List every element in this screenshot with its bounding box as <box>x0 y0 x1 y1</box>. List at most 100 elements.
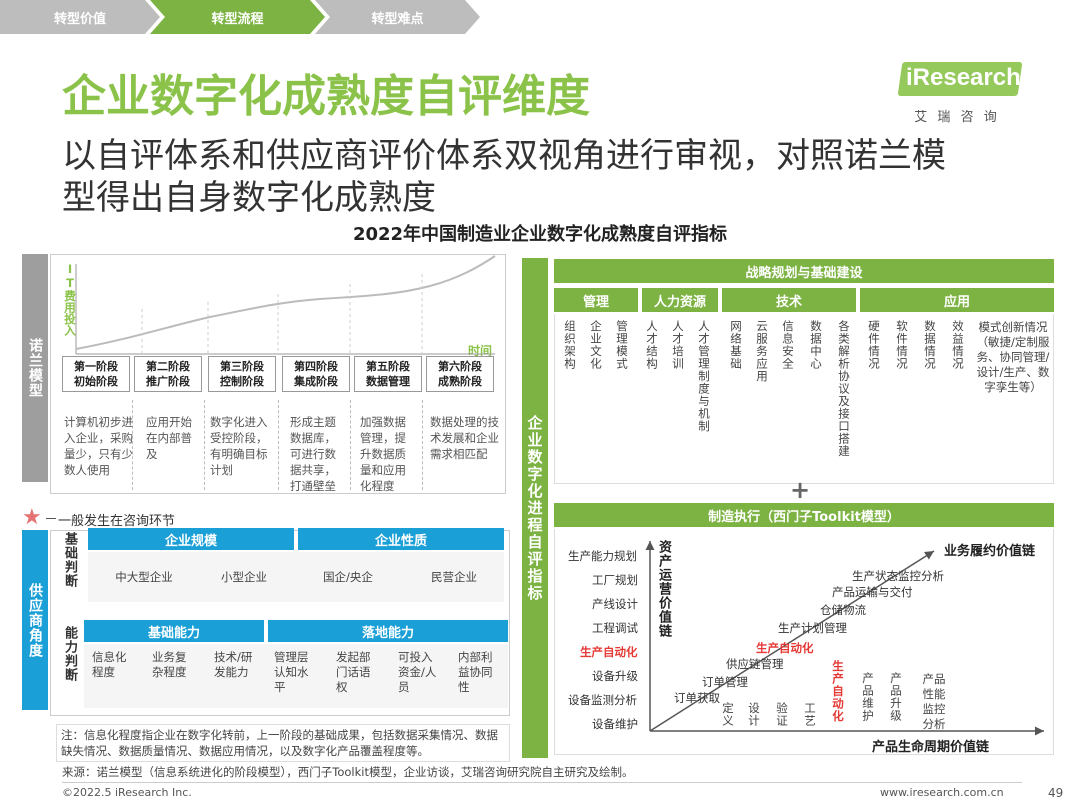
ability-item-2: 业务复杂程度 <box>152 650 187 679</box>
nolan-curve-chart <box>75 255 496 355</box>
toolkit-axes <box>645 541 1044 736</box>
ability-judge-label: 能力判断 <box>62 626 77 682</box>
stage-name: 第三阶段 <box>220 360 264 373</box>
y-item-5: 生产自动化 <box>580 645 638 659</box>
breadcrumb-item-difficulty[interactable]: 转型难点 <box>315 0 480 34</box>
header-enterprise-scale: 企业规模 <box>88 528 294 550</box>
header-enterprise-nature: 企业性质 <box>298 528 504 550</box>
breadcrumb-item-process[interactable]: 转型流程 <box>150 0 325 34</box>
nolan-stage-3: 第三阶段 控制阶段 <box>208 356 276 392</box>
stage-name: 第四阶段 <box>294 360 338 373</box>
business-chain-label: 业务履约价值链 <box>944 544 1036 559</box>
header-landing-ability: 落地能力 <box>268 620 508 642</box>
stage-name: 第五阶段 <box>366 360 410 373</box>
diag-item-2: 订单管理 <box>702 675 748 689</box>
plus-icon: + <box>790 476 811 504</box>
basic-item-private: 民营企业 <box>431 570 477 584</box>
y-item-7: 设备监测分析 <box>568 693 637 707</box>
ability-item-6: 可投入资金/人员 <box>398 650 437 694</box>
nolan-stage-1-desc: 计算机初步进入企业，采购量少，只有少数人使用 <box>64 415 133 477</box>
diag-item-8: 生产状态监控分析 <box>852 569 944 583</box>
item-data: 数据情况 <box>923 320 937 370</box>
x-item-6: 产品维护 <box>861 672 875 722</box>
item-software: 软件情况 <box>895 320 909 370</box>
nolan-stage-6: 第六阶段 成熟阶段 <box>426 356 494 392</box>
y-item-4: 工程调试 <box>592 621 638 635</box>
exec-panel <box>554 529 1054 755</box>
nolan-panel <box>50 254 506 494</box>
page-number: 49 <box>1048 786 1064 800</box>
page-title: 企业数字化成熟度自评维度 <box>62 71 590 122</box>
item-cloud: 云服务应用 <box>755 320 769 383</box>
diag-item-6: 仓储物流 <box>820 603 866 617</box>
x-item-3: 验证 <box>775 702 789 727</box>
y-item-8: 设备维护 <box>592 717 638 731</box>
item-mgmt-mode: 管理模式 <box>615 320 629 370</box>
y-item-1: 生产能力规划 <box>568 549 637 563</box>
item-talent-structure: 人才结构 <box>645 320 659 370</box>
page-subtitle-line1: 以自评体系和供应商评价体系双视角进行审视，对照诺兰模 <box>62 136 946 176</box>
item-model-innovation: 模式创新情况（敏捷/定制服务、协同管理/设计/生产、数字孪生等） <box>976 320 1050 394</box>
x-item-5: 生产自动化 <box>831 660 845 723</box>
nolan-stage-4: 第四阶段 集成阶段 <box>282 356 350 392</box>
product-lifecycle-label: 产品生命周期价值链 <box>872 740 990 755</box>
nolan-stage-5-desc: 加强数据管理，提升数据质量和应用化程度 <box>360 415 406 493</box>
right-side-label: 企业数字化进程自评指标 <box>522 258 548 758</box>
diag-item-1: 订单获取 <box>674 691 720 705</box>
nolan-stage-3-desc: 数字化进入受控阶段，有明确目标计划 <box>210 415 268 477</box>
diag-item-4: 生产自动化 <box>756 641 814 655</box>
item-talent-mgmt: 人才管理制度与机制 <box>697 320 711 433</box>
nolan-stage-6-desc: 数据处理的技术发展和企业需求相匹配 <box>430 415 499 461</box>
stage-name: 第二阶段 <box>146 360 190 373</box>
x-item-2: 设计 <box>747 702 761 727</box>
exec-header: 制造执行（西门子Toolkit模型） <box>554 503 1054 527</box>
ability-item-7: 内部利益协同性 <box>458 650 493 694</box>
strategy-header: 战略规划与基础建设 <box>554 259 1054 283</box>
breadcrumb-item-value[interactable]: 转型价值 <box>0 0 160 34</box>
item-benefit: 效益情况 <box>951 320 965 370</box>
category-hr: 人力资源 <box>642 288 718 312</box>
basic-item-large: 中大型企业 <box>115 570 173 584</box>
footnote: 注：信息化程度指企业在数字化转前，上一阶段的基础成果，包括数据采集情况、数据缺失… <box>56 724 510 762</box>
nolan-side-label: 诺兰模型 <box>22 254 48 482</box>
stage-sub: 推广阶段 <box>146 375 190 388</box>
category-tech: 技术 <box>722 288 856 312</box>
ability-item-4: 管理层认知水平 <box>274 650 309 694</box>
x-item-1: 定义 <box>721 702 735 727</box>
nolan-stage-1: 第一阶段 初始阶段 <box>62 356 130 392</box>
asset-value-chain-label: 资产运营价值链 <box>656 540 671 638</box>
stage-sub: 成熟阶段 <box>438 375 482 388</box>
x-item-7: 产品升级 <box>889 672 903 722</box>
chart-title: 2022年中国制造业企业数字化成熟度自评指标 <box>352 224 728 245</box>
star-icon: ★ <box>22 505 42 530</box>
y-item-3: 产线设计 <box>592 597 638 611</box>
footer-url[interactable]: www.iresearch.com.cn <box>880 786 1004 799</box>
ability-item-3: 技术/研发能力 <box>214 650 253 679</box>
iresearch-logo: iResearch <box>892 58 1023 102</box>
item-talent-training: 人才培训 <box>671 320 685 370</box>
nolan-stage-2-desc: 应用开始在内部普及 <box>146 415 192 461</box>
basic-item-small: 小型企业 <box>221 570 267 584</box>
nolan-stage-5: 第五阶段 数据管理 <box>354 356 422 392</box>
nolan-stage-4-desc: 形成主题数据库，可进行数据共享，打通壁垒 <box>290 415 336 493</box>
page-subtitle-line2: 型得出自身数字化成熟度 <box>62 178 436 218</box>
nolan-y-label: IT费用投入 <box>63 262 77 336</box>
y-item-6: 设备升级 <box>592 669 638 683</box>
stage-sub: 初始阶段 <box>74 375 118 388</box>
header-foundation-ability: 基础能力 <box>84 620 264 642</box>
x-item-4: 工艺 <box>803 702 817 727</box>
item-hardware: 硬件情况 <box>867 320 881 370</box>
ability-item-5: 发起部门话语权 <box>336 650 371 694</box>
stage-name: 第一阶段 <box>74 360 118 373</box>
stage-sub: 控制阶段 <box>220 375 264 388</box>
logo-text: iResearch <box>906 64 1021 91</box>
nolan-stage-2: 第二阶段 推广阶段 <box>134 356 202 392</box>
basic-item-soe: 国企/央企 <box>323 570 373 584</box>
stage-sub: 集成阶段 <box>294 375 338 388</box>
basic-judge-label: 基础判断 <box>62 532 77 588</box>
item-datacenter: 数据中心 <box>809 320 823 370</box>
category-management: 管理 <box>554 288 638 312</box>
diag-item-5: 生产计划管理 <box>778 621 847 635</box>
stage-name: 第六阶段 <box>438 360 482 373</box>
category-application: 应用 <box>860 288 1054 312</box>
